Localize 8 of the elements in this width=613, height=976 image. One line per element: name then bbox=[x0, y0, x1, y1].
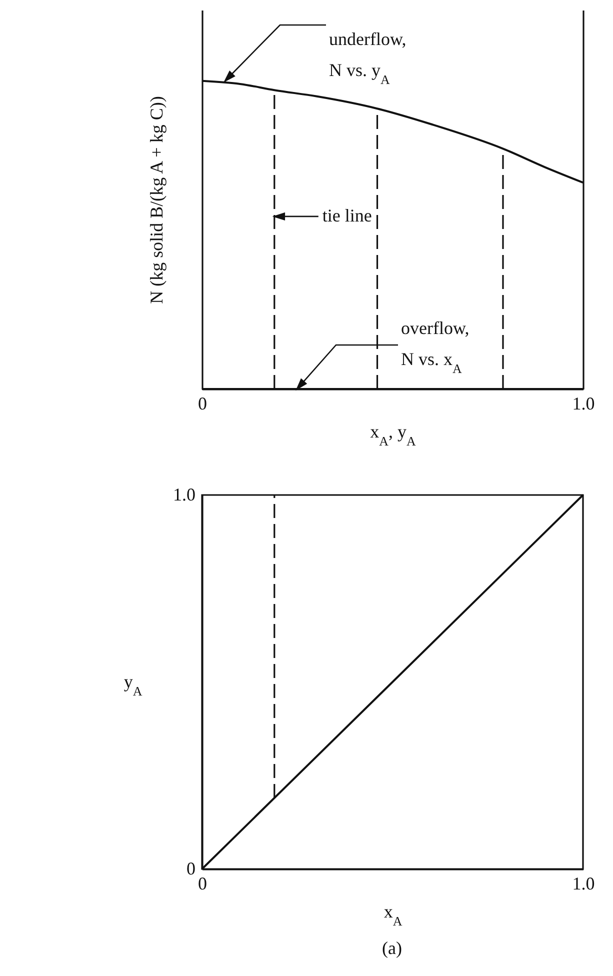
annotation: tie line bbox=[322, 205, 372, 226]
y-axis-title: N (kg solid B/(kg A + kg C)) bbox=[146, 96, 166, 304]
text: (a) bbox=[382, 938, 402, 959]
y-axis-title: y$_{A}$ bbox=[124, 672, 143, 698]
x-axis-title: x$_{A}$, y$_{A}$ bbox=[370, 422, 416, 448]
annotation: underflow, N vs. y$_{A}$ bbox=[329, 29, 406, 86]
annotation: overflow, N vs. x$_{A}$ bbox=[401, 318, 470, 376]
x-axis-title: x$_{A}$ bbox=[384, 902, 403, 928]
